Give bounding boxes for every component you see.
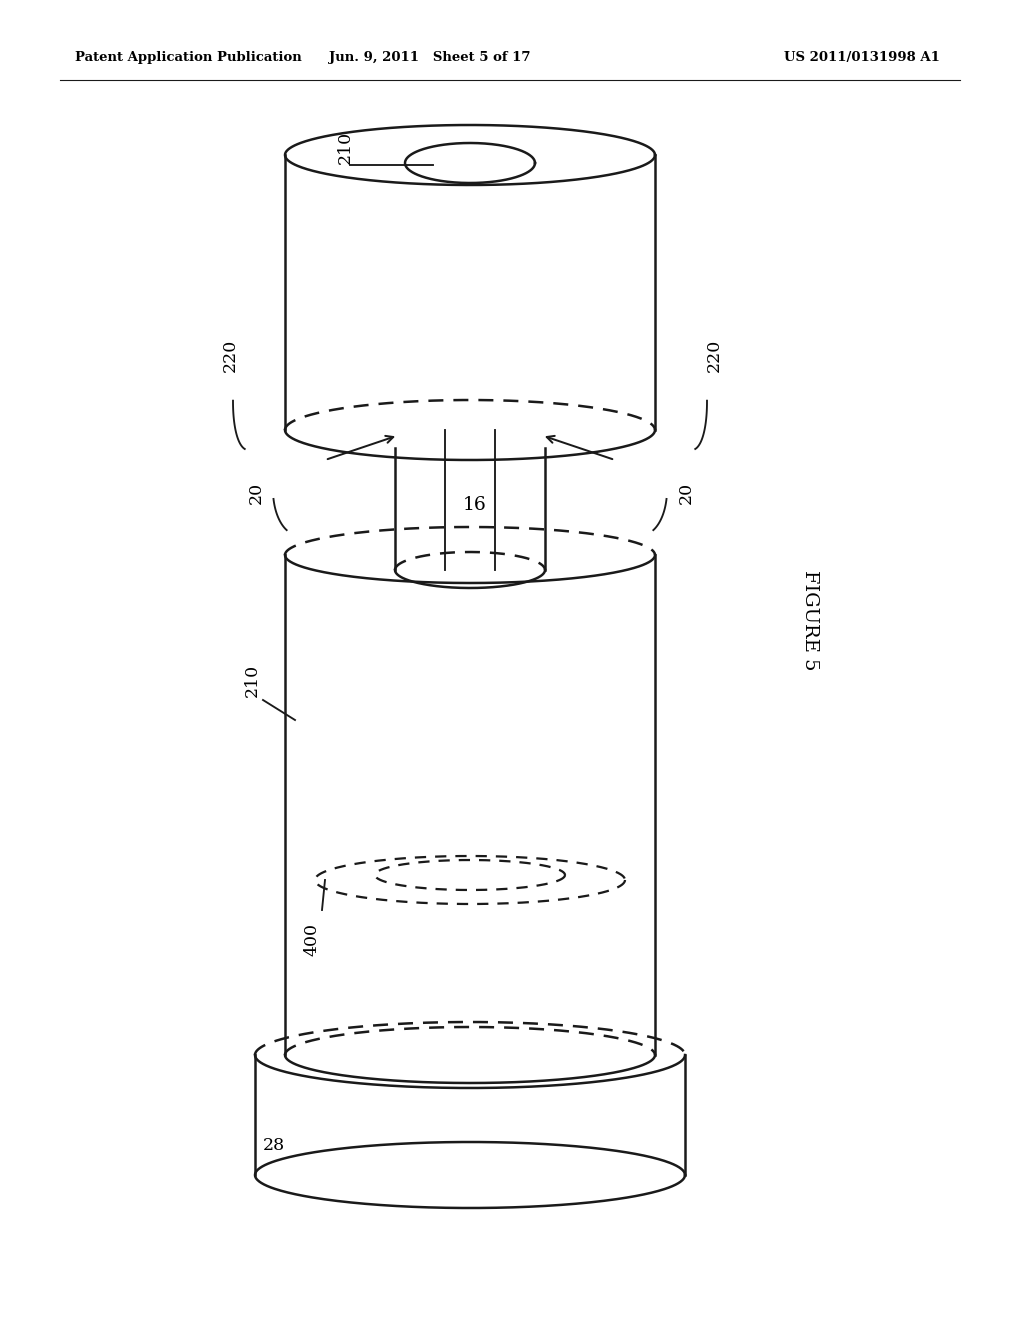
Text: 20: 20 (248, 482, 264, 504)
Text: Patent Application Publication: Patent Application Publication (75, 51, 302, 65)
Text: 20: 20 (678, 482, 694, 504)
Text: 28: 28 (263, 1137, 285, 1154)
Text: US 2011/0131998 A1: US 2011/0131998 A1 (784, 51, 940, 65)
Text: 16: 16 (463, 496, 486, 513)
Text: FIGURE 5: FIGURE 5 (801, 570, 819, 671)
Text: 220: 220 (221, 338, 239, 372)
Text: 400: 400 (303, 924, 321, 957)
Text: Jun. 9, 2011   Sheet 5 of 17: Jun. 9, 2011 Sheet 5 of 17 (330, 51, 530, 65)
Text: 210: 210 (244, 664, 260, 697)
Text: 210: 210 (337, 131, 353, 164)
Text: 220: 220 (706, 338, 723, 372)
